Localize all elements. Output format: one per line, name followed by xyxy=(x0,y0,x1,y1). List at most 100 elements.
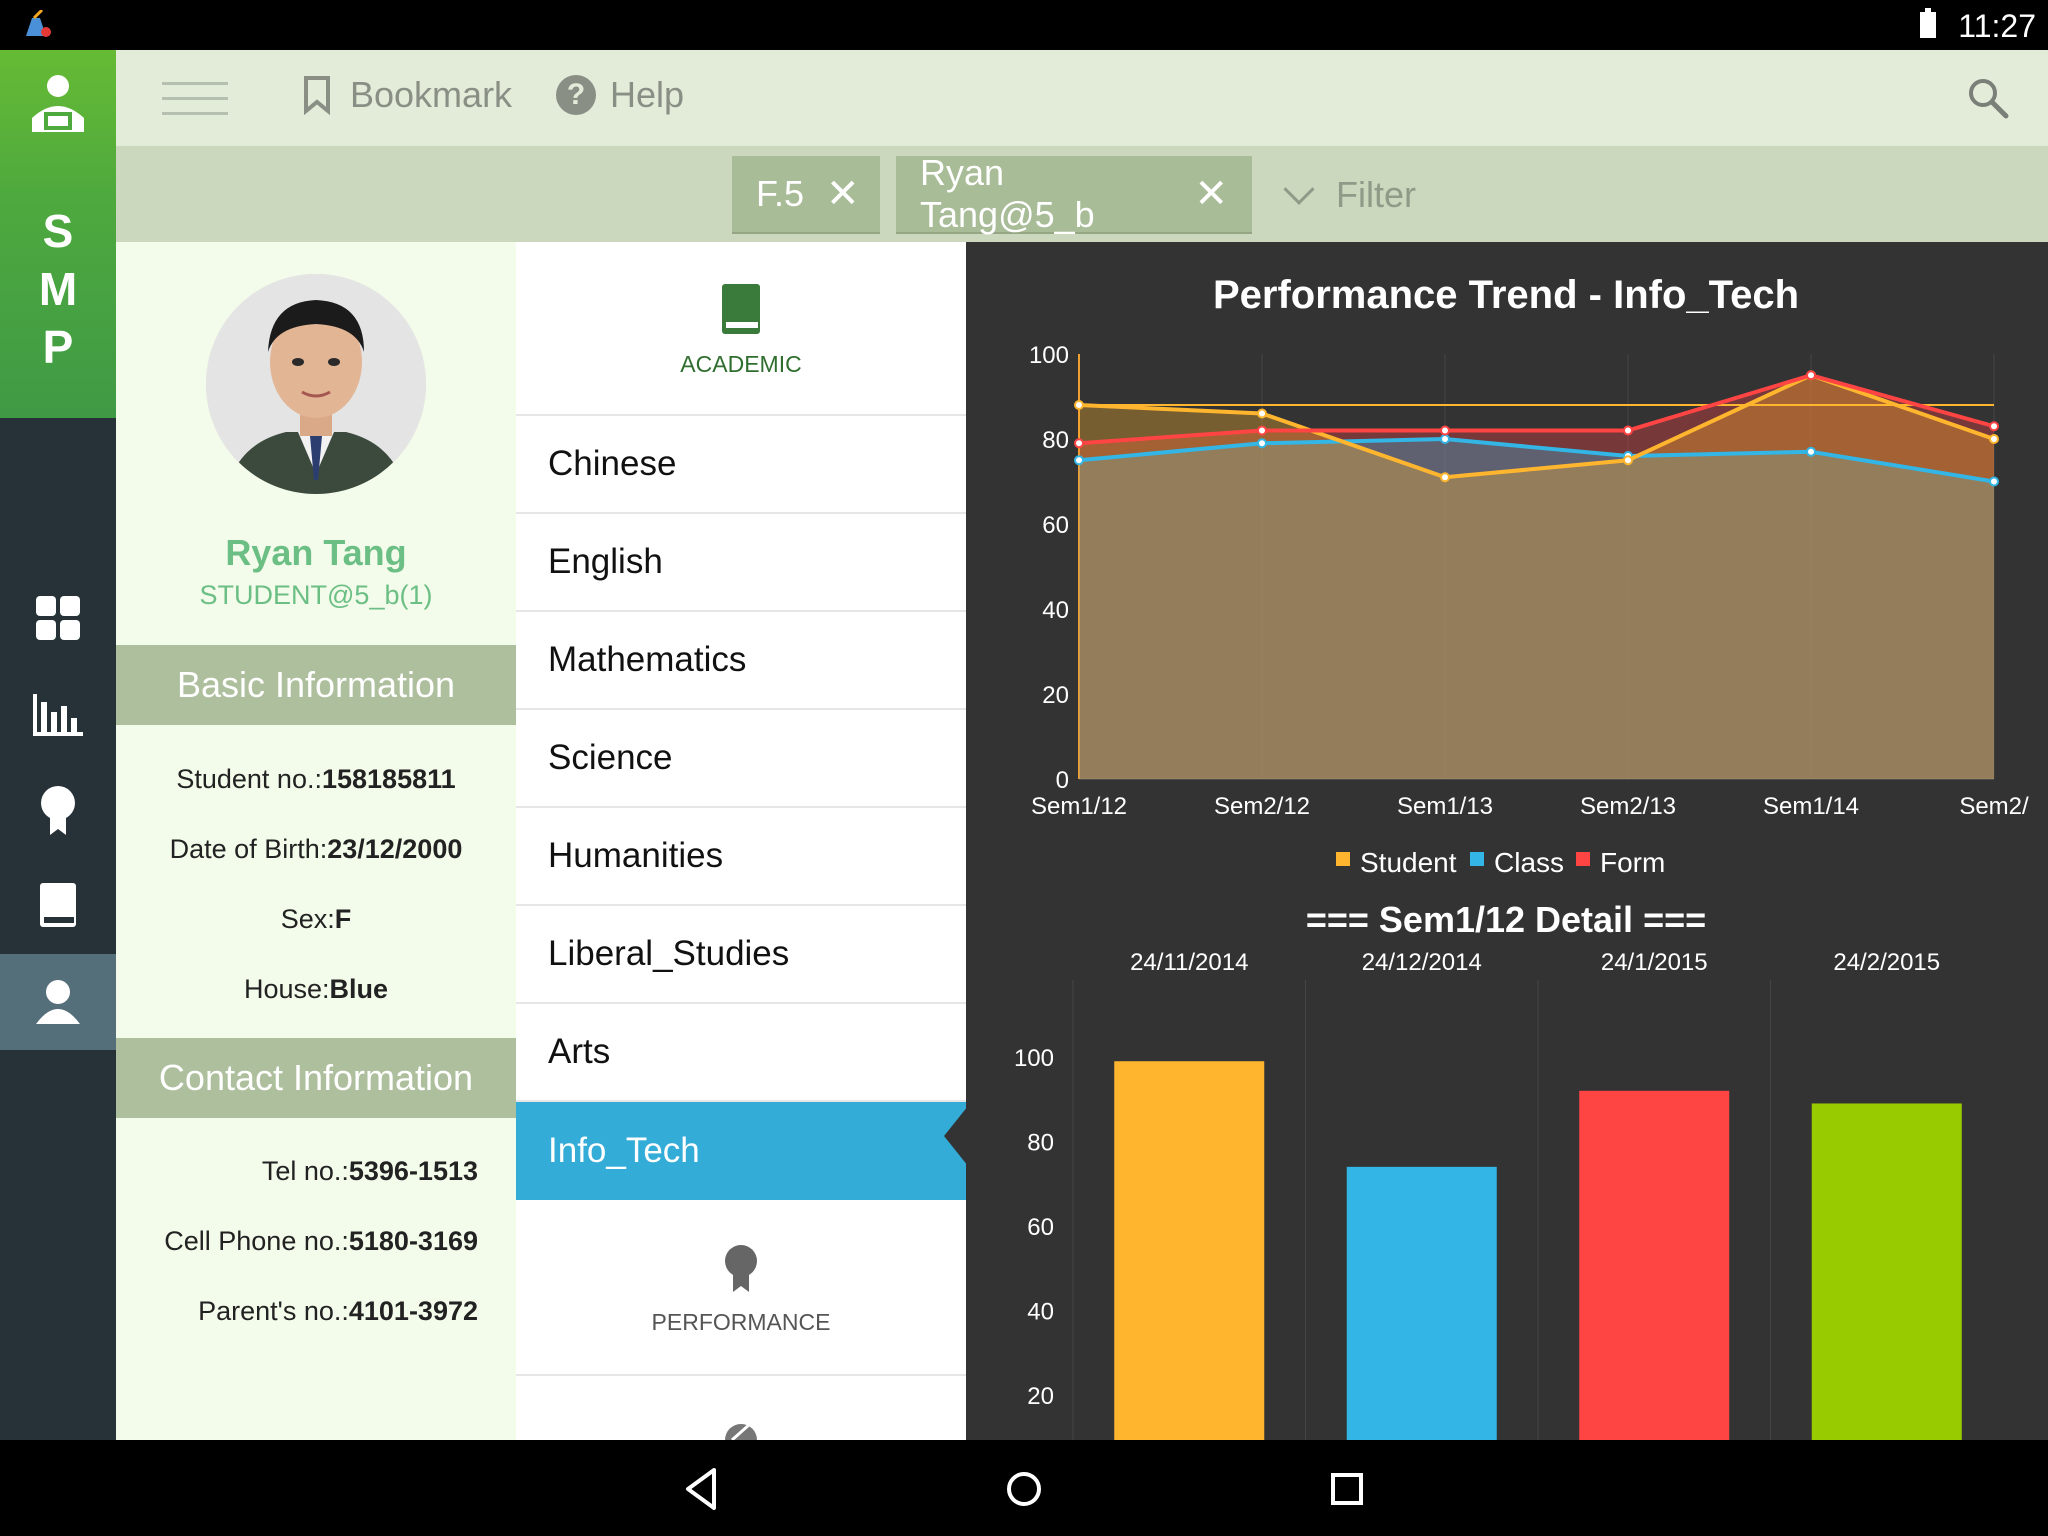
rail-performance-button[interactable] xyxy=(0,762,116,858)
y-tick-label: 100 xyxy=(1029,342,1069,369)
filter-chip-student[interactable]: Ryan Tang@5_b ✕ xyxy=(896,152,1252,235)
subject-item-english[interactable]: English xyxy=(516,514,966,612)
app-logo[interactable]: S M P xyxy=(0,50,116,418)
close-icon[interactable]: ✕ xyxy=(826,172,860,216)
home-icon[interactable] xyxy=(999,1464,1049,1514)
subject-item-mathematics[interactable]: Mathematics xyxy=(516,612,966,710)
subject-item-humanities[interactable]: Humanities xyxy=(516,808,966,906)
x-tick-label: Sem1/12 xyxy=(1031,793,1127,820)
chart-panel: Performance Trend - Info_Tech 0 20 40 60 80 1… xyxy=(966,242,2048,1440)
logo-letter: P xyxy=(42,321,74,373)
y-tick-label: 40 xyxy=(1042,597,1069,624)
x-tick-label: 24/2/2015 xyxy=(1833,949,1940,976)
y-tick-label: 80 xyxy=(1042,427,1069,454)
sex-value: F xyxy=(334,904,352,934)
rail-book-button[interactable] xyxy=(0,858,116,954)
legend-swatch-student xyxy=(1336,852,1350,866)
data-point xyxy=(1074,400,1084,410)
data-point xyxy=(1257,408,1267,419)
legend-label-form: Form xyxy=(1600,847,1665,878)
data-point xyxy=(1989,434,1999,444)
rail-profile-button[interactable] xyxy=(0,954,116,1050)
academic-category[interactable]: ACADEMIC xyxy=(516,282,966,378)
parent-value: 4101-3972 xyxy=(348,1296,478,1326)
y-tick-label: 60 xyxy=(1027,1214,1054,1241)
clock: 11:27 xyxy=(1958,8,2036,44)
y-tick-label: 20 xyxy=(1027,1383,1054,1410)
help-label: Help xyxy=(610,74,685,115)
filter-dropdown[interactable]: Filter xyxy=(1283,173,1416,216)
y-tick-label: 60 xyxy=(1042,512,1069,539)
status-bar: 11:27 xyxy=(0,0,2048,50)
data-point xyxy=(1623,425,1633,436)
data-point xyxy=(1074,438,1084,449)
y-tick-label: 40 xyxy=(1027,1299,1054,1326)
award-icon xyxy=(725,1245,757,1292)
bookmark-icon xyxy=(304,76,330,115)
data-point xyxy=(1440,472,1450,483)
menu-button[interactable] xyxy=(162,82,228,116)
subject-item-liberal-studies[interactable]: Liberal_Studies xyxy=(516,906,966,1004)
x-tick-label: Sem2/ xyxy=(1959,793,2029,820)
book-icon xyxy=(40,883,76,927)
cell-value: 5180-3169 xyxy=(348,1226,478,1256)
student-photo xyxy=(206,274,426,494)
rail-dashboard-button[interactable] xyxy=(0,570,116,666)
trend-legend: Student Class Form xyxy=(1336,847,1665,878)
dob-label: Date of Birth: xyxy=(169,834,328,864)
data-point xyxy=(1989,476,1999,487)
trend-y-axis: 0 20 40 60 80 100 xyxy=(1029,342,1069,794)
parent-label: Parent's no.: xyxy=(198,1296,349,1326)
y-tick-label: 80 xyxy=(1027,1130,1054,1157)
notification-icon xyxy=(26,10,51,37)
close-icon[interactable]: ✕ xyxy=(1194,172,1228,216)
help-button[interactable]: ? Help xyxy=(556,74,684,116)
profile-icon xyxy=(36,980,80,1024)
trend-x-axis: Sem1/12 Sem2/12 Sem1/13 Sem2/13 Sem1/14 Sem2/ xyxy=(1031,793,2029,820)
academic-label: ACADEMIC xyxy=(680,351,802,377)
house-row: House:Blue xyxy=(116,974,516,1005)
chip-label: F.5 xyxy=(756,173,805,214)
data-point xyxy=(1623,455,1633,466)
performance-category[interactable]: PERFORMANCE xyxy=(516,1242,966,1336)
x-tick-label: 24/1/2015 xyxy=(1601,949,1708,976)
help-icon: ? xyxy=(556,75,596,115)
chip-label: Ryan Tang@5_b xyxy=(920,152,1095,235)
student-logo-icon xyxy=(32,75,84,132)
detail-chart-title: === Sem1/12 Detail === xyxy=(1306,899,1706,940)
sex-label: Sex: xyxy=(280,904,335,934)
search-icon[interactable] xyxy=(1966,76,2010,120)
bookmark-button[interactable]: Bookmark xyxy=(302,74,512,116)
cell-label: Cell Phone no.: xyxy=(164,1226,349,1256)
student-no-value: 158185811 xyxy=(321,764,456,794)
subject-item-science[interactable]: Science xyxy=(516,710,966,808)
bar-series xyxy=(1114,1061,1962,1440)
subject-item-arts[interactable]: Arts xyxy=(516,1004,966,1102)
tel-label: Tel no.: xyxy=(261,1156,349,1186)
recents-icon[interactable] xyxy=(1322,1464,1372,1514)
filter-chip-class[interactable]: F.5 ✕ xyxy=(732,156,880,234)
trend-chart-title: Performance Trend - Info_Tech xyxy=(1213,273,1799,317)
trend-series xyxy=(1074,370,1999,779)
system-nav-bar xyxy=(0,1440,2048,1536)
filter-label: Filter xyxy=(1336,174,1416,215)
cell-row: Cell Phone no.:5180-3169 xyxy=(116,1226,516,1257)
series-line-student xyxy=(1078,373,1995,480)
subject-item-chinese[interactable]: Chinese xyxy=(516,416,966,514)
app-logo-text: S M P xyxy=(0,202,116,376)
bar xyxy=(1811,1103,1962,1440)
rail-statistics-button[interactable] xyxy=(0,666,116,762)
back-icon[interactable] xyxy=(676,1464,726,1514)
house-label: House: xyxy=(243,974,330,1004)
top-app-bar: Bookmark ? Help xyxy=(116,50,2048,146)
student-no-row: Student no.:158185811 xyxy=(116,764,516,795)
logo-letter: S xyxy=(42,205,74,257)
x-tick-label: Sem1/14 xyxy=(1763,793,1859,820)
trend-grid xyxy=(1078,354,1995,780)
subject-item-info-tech[interactable]: Info_Tech xyxy=(516,1102,966,1200)
x-tick-label: Sem1/13 xyxy=(1397,793,1493,820)
student-no-label: Student no.: xyxy=(176,764,322,794)
pencil-icon xyxy=(725,1422,757,1440)
bar-chart-icon xyxy=(33,694,83,736)
data-point xyxy=(1257,438,1267,449)
